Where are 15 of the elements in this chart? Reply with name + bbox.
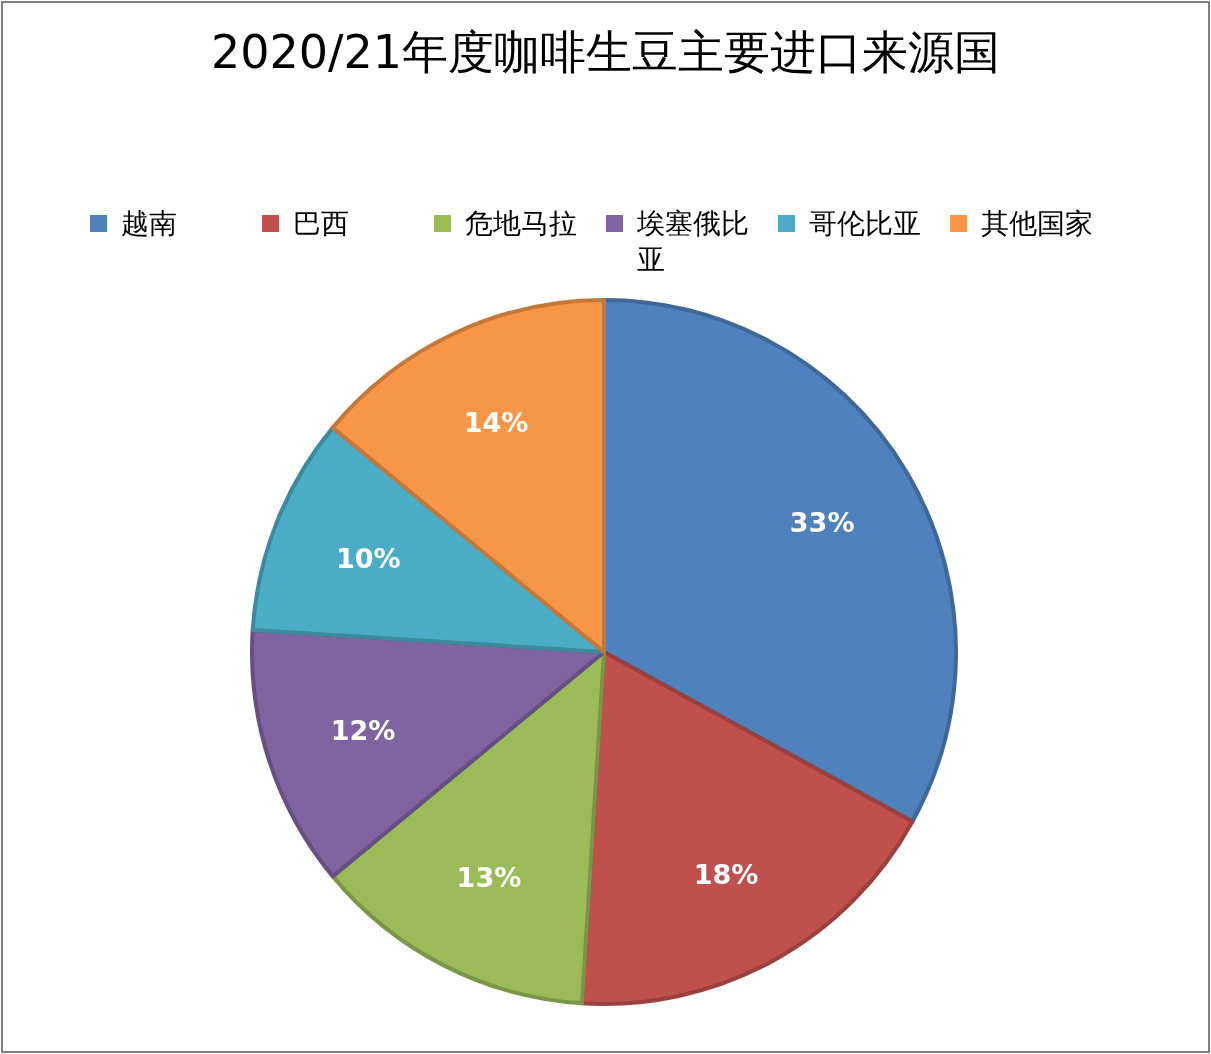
legend-label: 巴西 xyxy=(292,206,349,242)
data-label: 13% xyxy=(456,862,522,894)
legend-label: 哥伦比亚 xyxy=(808,206,921,242)
pie-slice xyxy=(330,650,606,1006)
legend-label: 越南 xyxy=(120,206,177,242)
chart-title: 2020/21年度咖啡生豆主要进口来源国 xyxy=(209,24,1002,81)
pie-slice xyxy=(330,298,606,654)
legend-label: 埃塞俄比亚 xyxy=(636,206,750,278)
legend-label: 其他国家 xyxy=(980,206,1093,242)
data-label: 14% xyxy=(463,407,529,439)
data-label: 18% xyxy=(693,858,759,890)
data-label: 33% xyxy=(789,507,855,539)
data-label: 10% xyxy=(336,543,401,575)
legend-label: 危地马拉 xyxy=(464,206,577,242)
data-label: 12% xyxy=(330,714,396,746)
